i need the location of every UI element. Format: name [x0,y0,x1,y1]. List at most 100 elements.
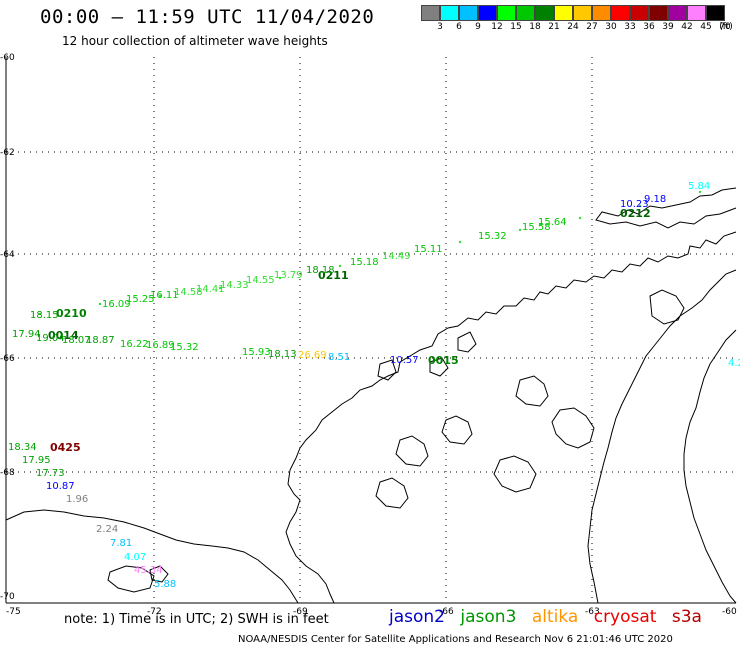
wave-height-label: 15.25 [126,294,155,305]
lat-label: -62 [0,148,15,158]
scale-label: 27 [586,22,598,32]
pass-time-label: 0210 [56,307,87,320]
lat-label: -66 [0,354,15,364]
scale-swatch [497,5,516,21]
scale-swatch [630,5,649,21]
scale-swatch [687,5,706,21]
wave-height-label: 45.34 [134,565,163,576]
wave-height-label: 5.84 [688,181,710,192]
graticule [6,57,736,603]
wave-height-label: 14.33 [220,280,249,291]
wave-height-label: 15.32 [170,342,199,353]
lon-label: -72 [147,607,162,617]
wave-height-label: 15.32 [478,231,507,242]
scale-label: 30 [605,22,617,32]
wave-height-label: 18.34 [8,442,37,453]
scale-label: 9 [475,22,481,32]
scale-label: 33 [624,22,636,32]
lon-label: -63 [585,607,600,617]
map-subtitle: 12 hour collection of altimeter wave hei… [62,34,328,48]
scale-swatch [440,5,459,21]
scale-swatch [478,5,497,21]
scale-swatch [611,5,630,21]
pass-time-label: 0211 [318,269,349,282]
legend-s3a: s3a [671,607,702,627]
wave-height-label: 15.64 [538,217,567,228]
wave-height-label: 16.11 [150,290,179,301]
wave-height-label: 18.13 [268,349,297,360]
pass-time-label: 0212 [620,207,651,220]
scale-swatch [592,5,611,21]
wave-height-label: 15.18 [350,257,379,268]
wave-height-label: 7.81 [110,538,132,549]
lon-label: -66 [439,607,454,617]
wave-height-label: 15.11 [414,244,443,255]
scale-swatch [554,5,573,21]
scale-label: 70 [719,22,731,32]
wave-height-label: 19.04 [36,333,65,344]
wave-height-label: 15.58 [522,222,551,233]
map-title: 00:00 – 11:59 UTC 11/04/2020 [40,6,375,28]
wave-height-label: 18.87 [86,335,115,346]
wave-height-label: 14.58 [174,287,203,298]
wave-height-label: 5.88 [154,579,176,590]
wave-height-label: 17.94 [12,329,41,340]
wave-height-label: 18.15 [30,310,59,321]
wave-height-label: 10.57 [390,355,419,366]
scale-swatch [573,5,592,21]
wave-height-label: 16.09 [102,299,131,310]
scale-unit: (ft) [719,22,733,32]
scale-swatch [706,5,725,21]
pass-time-label: 0425 [50,441,81,454]
legend-jason2: jason2 [389,607,445,627]
legend-cryosat: cryosat [593,607,657,627]
lon-label: -60 [722,607,737,617]
lat-label: -60 [0,53,15,63]
wave-height-label: 10.87 [46,481,75,492]
scale-swatch [421,5,440,21]
units-note: note: 1) Time is in UTC; 2) SWH is in fe… [64,612,329,627]
wave-height-label: 8.51 [328,352,350,363]
lat-label: -68 [0,468,15,478]
wave-height-label: 17.73 [36,468,65,479]
wave-height-label: 9.18 [644,194,666,205]
wave-height-label: 16.22 [120,339,149,350]
credit-line: NOAA/NESDIS Center for Satellite Applica… [238,634,673,645]
scale-swatch [649,5,668,21]
wave-height-label: 4.2 [728,358,740,369]
wave-height-label: 15.93 [242,347,271,358]
scale-swatch [668,5,687,21]
scale-swatch [535,5,554,21]
scale-swatch [459,5,478,21]
scale-label: 3 [437,22,443,32]
scale-label: 12 [491,22,503,32]
wave-height-label: 16.89 [146,340,175,351]
wave-height-label: 26.69 [298,350,327,361]
wave-height-label: 4.07 [124,552,146,563]
wave-height-label: 13.79 [274,270,303,281]
scale-label: 45 [700,22,712,32]
scale-label: 36 [643,22,655,32]
lat-label: -70 [0,592,15,602]
scale-label: 18 [529,22,541,32]
lat-label: -64 [0,250,15,260]
legend-altika: altika [531,607,579,627]
wave-height-label: 2.24 [96,524,118,535]
wave-height-label: 18.18 [306,265,335,276]
scale-swatch [516,5,535,21]
legend-jason3: jason3 [460,607,517,627]
scale-label: 15 [510,22,522,32]
scale-label: 21 [548,22,560,32]
satellite-legend: jason2 jason3 altika cryosat s3a [389,607,712,627]
scale-label: 24 [567,22,579,32]
wave-height-label: 14.55 [246,275,275,286]
wave-height-label: 1.96 [66,494,88,505]
wave-height-label: 14.41 [196,284,225,295]
pass-time-label: 0014 [48,329,79,342]
lon-label: -69 [293,607,308,617]
wave-height-label: 18.07 [62,335,91,346]
wave-height-label: 10.23 [620,199,649,210]
scale-label: 39 [662,22,674,32]
wave-height-label: 14.49 [382,251,411,262]
